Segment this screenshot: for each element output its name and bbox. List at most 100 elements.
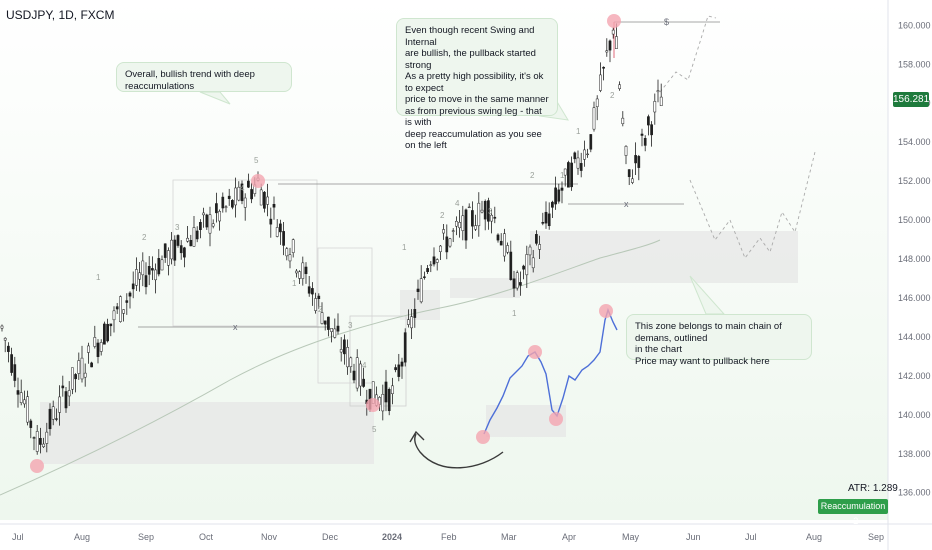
candle-body (592, 107, 596, 130)
candle-body (387, 389, 391, 412)
candle-body (67, 390, 71, 397)
time-tick-label: Jun (686, 532, 701, 542)
callout-line: as from previous swing leg - that is wit… (405, 105, 542, 129)
swing-label: 2 (610, 91, 615, 100)
swing-label: 2 (142, 233, 147, 242)
price-tick-label: 146.000 (898, 293, 931, 303)
candle-body (336, 325, 340, 332)
candle-body (615, 36, 618, 49)
candle-body (567, 162, 570, 188)
range-box-1 (172, 179, 318, 327)
candle-body (320, 312, 324, 324)
candle-body (298, 271, 301, 279)
candle-body (503, 233, 506, 257)
callout-line: are bullish, the pullback started strong (405, 48, 536, 71)
callout-trend: Overall, bullish trend with deep reaccum… (116, 62, 292, 92)
candle-body (480, 209, 484, 213)
highlight-circle (599, 304, 613, 318)
time-tick-label: Nov (261, 532, 278, 542)
price-tick-label: 140.000 (898, 410, 931, 420)
candle-body (16, 390, 20, 395)
candle-body (563, 168, 567, 176)
candle-body (19, 392, 23, 403)
time-tick-label: Jul (745, 532, 757, 542)
candle-body (0, 325, 4, 329)
candle-body (442, 229, 445, 234)
highlight-circle (476, 430, 490, 444)
candle-body (455, 221, 458, 227)
candle-body (391, 385, 394, 394)
candle-body (45, 431, 49, 444)
candle-body (359, 363, 362, 387)
highlight-circle (366, 398, 380, 412)
marker-x-2: x (624, 199, 629, 209)
candle-body (131, 283, 135, 290)
candle-body (343, 339, 346, 355)
candle-body (231, 200, 234, 208)
candle-body (557, 189, 561, 202)
price-tick-label: 150.000 (898, 215, 931, 225)
swing-highlights (30, 14, 621, 473)
candle-body (87, 345, 90, 353)
candle-body (119, 296, 122, 322)
candle-body (416, 288, 420, 292)
candle-body (163, 243, 167, 258)
candle-body (234, 187, 237, 206)
candlestick-series (0, 23, 663, 455)
candle-body (186, 237, 189, 242)
candle-body (176, 235, 180, 246)
candle-body (423, 276, 426, 278)
candle-body (490, 214, 493, 222)
candle-body (240, 183, 244, 202)
candle-body (301, 262, 305, 279)
time-tick-label: Aug (74, 532, 90, 542)
candle-body (183, 247, 186, 258)
callout-line: As a pretty high possibility, it's ok to… (405, 71, 544, 94)
candle-body (32, 437, 36, 439)
curved-arrow (414, 433, 504, 469)
candle-body (192, 227, 196, 247)
candle-body (77, 360, 81, 374)
swing-label: 2 (440, 211, 445, 220)
swing-label: 4 (240, 184, 245, 193)
candle-body (58, 396, 61, 413)
price-tick-label: 144.000 (898, 332, 931, 342)
candle-body (269, 218, 273, 225)
candle-body (29, 420, 33, 428)
candle-body (83, 372, 87, 378)
candle-body (362, 378, 365, 387)
candle-body (170, 239, 173, 260)
candle-body (266, 196, 269, 205)
candle-body (330, 328, 333, 332)
swing-label: 1 (96, 273, 101, 282)
callout-text: Overall, bullish trend with deep reaccum… (125, 69, 255, 92)
swing-label: 1 (402, 243, 407, 252)
candle-body (432, 256, 436, 265)
candle-body (570, 162, 573, 188)
candle-body (531, 257, 535, 269)
callout-line: Price may want to pullback here (635, 355, 770, 367)
candle-body (323, 320, 327, 325)
price-tick-label: 158.000 (898, 59, 931, 69)
candle-body (189, 239, 193, 247)
price-tick-label: 152.000 (898, 176, 931, 186)
candle-body (218, 211, 221, 222)
candle-body (74, 374, 77, 380)
highlight-circle (30, 459, 44, 473)
candle-body (195, 230, 199, 240)
candle-body (263, 191, 266, 209)
highlight-circle (549, 412, 563, 426)
callout-line: This zone belongs to main chain of deman… (635, 321, 782, 344)
candle-body (355, 357, 359, 389)
candle-body (397, 364, 401, 377)
candle-body (599, 74, 602, 91)
candle-body (224, 206, 228, 208)
candle-body (173, 239, 177, 261)
candle-body (522, 265, 525, 270)
candle-body (227, 195, 231, 199)
candle-body (493, 216, 497, 219)
time-tick-label: Sep (868, 532, 884, 542)
callout-line: Even though recent Swing and Internal (405, 25, 535, 48)
candle-body (106, 323, 109, 342)
candle-body (272, 203, 276, 208)
